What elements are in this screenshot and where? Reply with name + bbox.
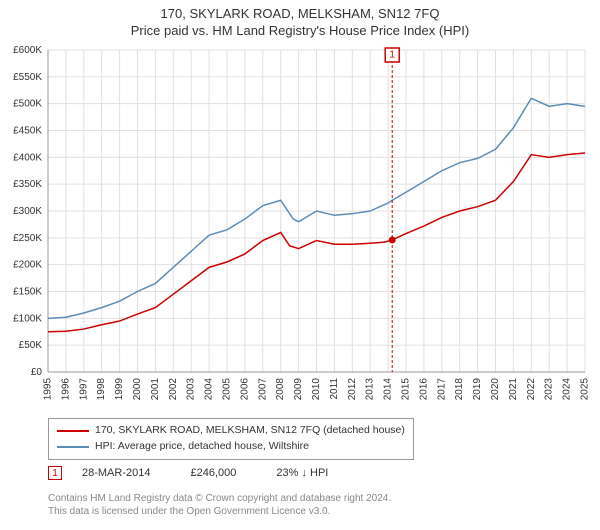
svg-text:2017: 2017: [436, 378, 447, 401]
marker-badge: 1: [48, 466, 62, 480]
legend-swatch-blue: [57, 446, 89, 448]
svg-text:1996: 1996: [60, 378, 71, 401]
svg-text:2012: 2012: [347, 378, 358, 401]
title-main: 170, SKYLARK ROAD, MELKSHAM, SN12 7FQ: [0, 6, 600, 21]
legend-item-hpi: HPI: Average price, detached house, Wilt…: [57, 439, 405, 455]
svg-text:£200K: £200K: [13, 260, 42, 271]
svg-text:2003: 2003: [186, 378, 197, 401]
svg-text:2020: 2020: [490, 378, 501, 401]
arrow-down-icon: ↓: [301, 467, 307, 479]
attribution-line1: Contains HM Land Registry data © Crown c…: [48, 492, 391, 505]
svg-text:£450K: £450K: [13, 126, 42, 137]
svg-text:2021: 2021: [508, 378, 519, 401]
attribution: Contains HM Land Registry data © Crown c…: [48, 492, 391, 518]
svg-text:1: 1: [389, 50, 395, 61]
svg-text:2001: 2001: [150, 378, 161, 401]
svg-text:2000: 2000: [132, 378, 143, 401]
svg-text:2008: 2008: [275, 378, 286, 401]
title-block: 170, SKYLARK ROAD, MELKSHAM, SN12 7FQ Pr…: [0, 0, 600, 42]
svg-text:2007: 2007: [257, 378, 268, 401]
svg-text:£500K: £500K: [13, 99, 42, 110]
svg-text:2005: 2005: [222, 378, 233, 401]
svg-text:2004: 2004: [204, 378, 215, 401]
svg-text:2015: 2015: [401, 378, 412, 401]
svg-text:£150K: £150K: [13, 287, 42, 298]
svg-text:£250K: £250K: [13, 233, 42, 244]
svg-text:2019: 2019: [472, 378, 483, 401]
legend: 170, SKYLARK ROAD, MELKSHAM, SN12 7FQ (d…: [48, 418, 414, 460]
svg-text:£300K: £300K: [13, 206, 42, 217]
legend-swatch-red: [57, 430, 89, 432]
title-sub: Price paid vs. HM Land Registry's House …: [0, 23, 600, 38]
chart-area: £0 £50K £100K £150K £200K £250K £300K £350K £400…: [0, 42, 600, 412]
svg-text:£400K: £400K: [13, 152, 42, 163]
attribution-line2: This data is licensed under the Open Gov…: [48, 505, 391, 518]
svg-text:2010: 2010: [311, 378, 322, 401]
svg-text:1998: 1998: [96, 378, 107, 401]
marker-price: £246,000: [190, 467, 236, 479]
svg-text:1995: 1995: [43, 378, 54, 401]
svg-text:2025: 2025: [580, 378, 591, 401]
svg-text:£350K: £350K: [13, 179, 42, 190]
svg-text:2018: 2018: [454, 378, 465, 401]
svg-text:2006: 2006: [239, 378, 250, 401]
marker-delta: 23% ↓ HPI: [276, 467, 328, 479]
svg-text:2013: 2013: [365, 378, 376, 401]
svg-text:2011: 2011: [329, 378, 340, 400]
chart-container: 170, SKYLARK ROAD, MELKSHAM, SN12 7FQ Pr…: [0, 0, 600, 530]
svg-text:1999: 1999: [114, 378, 125, 401]
legend-item-property: 170, SKYLARK ROAD, MELKSHAM, SN12 7FQ (d…: [57, 423, 405, 439]
svg-text:2002: 2002: [168, 378, 179, 401]
chart-svg: £0 £50K £100K £150K £200K £250K £300K £350K £400…: [0, 42, 600, 412]
svg-text:2009: 2009: [293, 378, 304, 401]
svg-text:2022: 2022: [526, 378, 537, 401]
svg-text:2014: 2014: [383, 378, 394, 401]
legend-label-hpi: HPI: Average price, detached house, Wilt…: [95, 439, 309, 455]
marker-date: 28-MAR-2014: [82, 467, 150, 479]
svg-text:£550K: £550K: [13, 72, 42, 83]
svg-text:£0: £0: [31, 367, 43, 378]
legend-label-property: 170, SKYLARK ROAD, MELKSHAM, SN12 7FQ (d…: [95, 423, 405, 439]
svg-text:£50K: £50K: [19, 340, 43, 351]
svg-text:1997: 1997: [78, 378, 89, 401]
svg-text:£600K: £600K: [13, 45, 42, 56]
svg-text:2024: 2024: [562, 378, 573, 401]
svg-text:£100K: £100K: [13, 313, 42, 324]
svg-text:2016: 2016: [418, 378, 429, 401]
marker-data-row: 1 28-MAR-2014 £246,000 23% ↓ HPI: [48, 466, 368, 480]
svg-text:2023: 2023: [544, 378, 555, 401]
